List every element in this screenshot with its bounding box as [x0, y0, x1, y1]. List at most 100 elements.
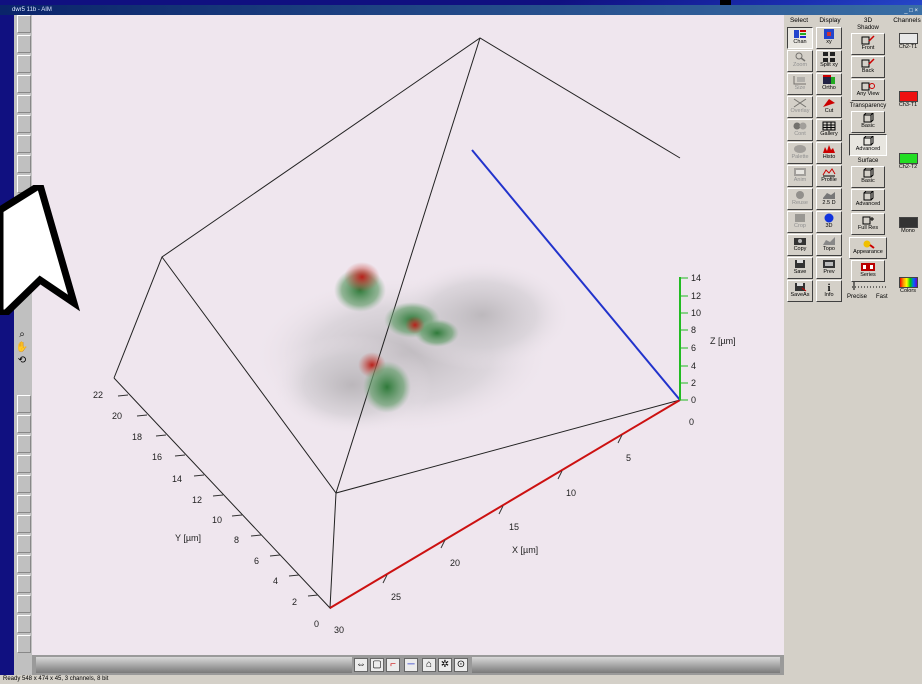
image-viewport[interactable]: 0 2 4 6 8 10 12 14 Z [µm] 0 5 10 15 20 2…	[32, 15, 784, 655]
toolbar-tile	[17, 555, 31, 573]
z-tick-label: 12	[691, 291, 701, 301]
button-label: xy	[826, 39, 832, 45]
toolbar-tile	[17, 115, 31, 133]
x-axis-icon[interactable]: ⌐	[386, 658, 400, 672]
select-palette-button[interactable]: Palette	[787, 142, 813, 164]
xy-icon	[824, 29, 834, 39]
fast-label: Fast	[876, 294, 888, 300]
display-split-xy-button[interactable]: Split xy	[816, 50, 842, 72]
cube-icon	[863, 168, 874, 178]
surface-advanced-button[interactable]: Advanced	[851, 189, 885, 211]
y-axis-line	[471, 149, 681, 401]
display-xy-button[interactable]: xy	[816, 27, 842, 49]
rotate-icon[interactable]: ⇔	[354, 658, 368, 672]
display-2-5-d-button[interactable]: 2.5 D	[816, 188, 842, 210]
display-gallery-button[interactable]: Gallery	[816, 119, 842, 141]
display-info-button[interactable]: i Info	[816, 280, 842, 302]
channel-label: Mono	[901, 228, 915, 234]
select-zoom-button[interactable]: Zoom	[787, 50, 813, 72]
quality-slider[interactable]	[850, 281, 890, 291]
select-anim-button[interactable]: Anim	[787, 165, 813, 187]
select-size-button[interactable]: Size	[787, 73, 813, 95]
toolbar-tile	[17, 475, 31, 493]
red-cell	[344, 262, 380, 292]
channel-swatch	[898, 33, 918, 44]
select-saveas-button[interactable]: SaveAs	[787, 280, 813, 302]
surface-basic-button[interactable]: Basic	[851, 166, 885, 188]
channel-ch2-t2-button[interactable]: Ch2-T2	[897, 153, 919, 175]
display-ortho-button[interactable]: Ortho	[816, 73, 842, 95]
toolbar-tile	[17, 35, 31, 53]
toolbar-tile	[17, 455, 31, 473]
palette-icon	[794, 145, 806, 153]
select-cont-button[interactable]: Cont	[787, 119, 813, 141]
full-res-button[interactable]: Full Res	[851, 213, 885, 235]
control-panel: Select Display 3D Channels Shadow Front …	[784, 15, 922, 675]
series-button[interactable]: Series	[851, 260, 885, 282]
zoom-icon[interactable]: ⌕	[19, 329, 25, 340]
channel-colors-button[interactable]: Colors	[897, 277, 919, 299]
channel-ch3-t1-button[interactable]: Ch3-T1	[897, 91, 919, 113]
hand-icon[interactable]: ✋	[15, 342, 29, 353]
button-label: Copy	[793, 246, 807, 252]
left-edge	[0, 15, 14, 675]
button-label: Advanced	[855, 146, 881, 152]
select-overlay-button[interactable]: Overlay	[787, 96, 813, 118]
button-label: Cut	[824, 108, 834, 114]
shadow-back-button[interactable]: Back	[851, 56, 885, 78]
window-controls[interactable]: _ □ ×	[904, 8, 918, 14]
select-copy-button[interactable]: Copy	[787, 234, 813, 256]
toolbar-tile	[17, 155, 31, 173]
full-res-icon	[862, 216, 874, 225]
button-label: Crop	[794, 223, 806, 229]
transparency-advanced-button[interactable]: Advanced	[849, 134, 887, 156]
status-bar: Ready 548 x 474 x 45, 3 channels, 8 bit	[0, 675, 922, 684]
display-3d-button[interactable]: 3D	[816, 211, 842, 233]
appearance-button[interactable]: Appearance	[849, 237, 887, 259]
channel-mono-button[interactable]: Mono	[897, 217, 919, 239]
select-save-button[interactable]: Save	[787, 257, 813, 279]
y-tick-label: 8	[234, 535, 239, 545]
button-label: Save	[793, 269, 807, 275]
channel-swatch	[898, 277, 918, 288]
display-cut-button[interactable]: Cut	[816, 96, 842, 118]
reset-icon[interactable]: ⊙	[454, 658, 468, 672]
y-tick-label: 2	[292, 597, 297, 607]
display-profile-button[interactable]: Profile	[816, 165, 842, 187]
green-cell	[363, 361, 411, 413]
button-label: Ortho	[822, 85, 836, 91]
rotate-icon[interactable]: ⟲	[17, 355, 27, 366]
transparency-basic-button[interactable]: Basic	[851, 111, 885, 133]
shadow-any-view-button[interactable]: Any View	[851, 79, 885, 101]
button-label: Any View	[856, 91, 880, 97]
select-crop-button[interactable]: Crop	[787, 211, 813, 233]
channel-ch2-t1-button[interactable]: Ch2-T1	[897, 33, 919, 55]
y-tick-label: 12	[192, 495, 202, 505]
toolbar-tile	[17, 15, 31, 33]
back-icon	[861, 58, 875, 68]
channel-label: Ch2-T1	[898, 44, 918, 50]
profile-icon	[822, 168, 836, 177]
appearance-icon	[863, 240, 875, 249]
y-tick-label: 4	[273, 576, 278, 586]
select-chan-button[interactable]: Chan	[787, 27, 813, 49]
display-topo-button[interactable]: Topo	[816, 234, 842, 256]
display-prev-button[interactable]: Prev	[816, 257, 842, 279]
z-axis-ticks	[680, 277, 688, 401]
home-icon[interactable]: ⌂	[422, 658, 436, 672]
select-reuse-button[interactable]: Reuse	[787, 188, 813, 210]
cut-icon	[823, 99, 835, 107]
button-label: Chan	[793, 39, 807, 45]
button-label: Front	[861, 45, 875, 51]
shadow-front-button[interactable]: Front	[851, 33, 885, 55]
z-tick-label: 6	[691, 343, 696, 353]
display-histo-button[interactable]: Histo	[816, 142, 842, 164]
2-5d-icon	[823, 192, 835, 199]
y-axis-icon[interactable]: ─	[404, 658, 418, 672]
box-icon[interactable]: ▢	[370, 658, 384, 672]
shadow-title: Shadow	[857, 25, 879, 31]
light-icon[interactable]: ✲	[438, 658, 452, 672]
save-icon	[795, 260, 805, 268]
button-label: Appearance	[853, 249, 883, 255]
button-label: Full Res	[857, 225, 879, 231]
